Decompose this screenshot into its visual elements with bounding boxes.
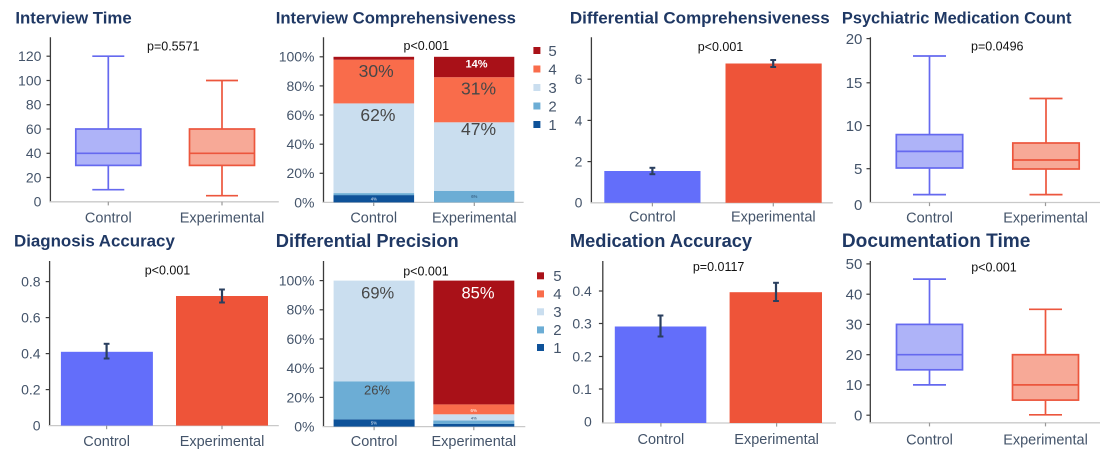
svg-text:Control: Control bbox=[629, 210, 676, 226]
svg-text:1: 1 bbox=[548, 117, 556, 134]
svg-text:20%: 20% bbox=[286, 389, 314, 405]
svg-text:100%: 100% bbox=[279, 49, 315, 65]
svg-text:60%: 60% bbox=[286, 107, 314, 123]
svg-text:1: 1 bbox=[553, 340, 561, 357]
svg-text:5: 5 bbox=[553, 268, 561, 285]
svg-text:Differential Comprehensiveness: Differential Comprehensiveness bbox=[570, 9, 830, 28]
svg-text:2: 2 bbox=[548, 98, 556, 115]
svg-text:47%: 47% bbox=[461, 119, 496, 139]
svg-text:p<0.001: p<0.001 bbox=[971, 261, 1017, 275]
svg-text:p<0.001: p<0.001 bbox=[145, 264, 191, 278]
svg-text:p<0.001: p<0.001 bbox=[403, 265, 449, 279]
svg-text:4%: 4% bbox=[471, 415, 477, 420]
svg-text:Experimental: Experimental bbox=[431, 434, 516, 450]
svg-text:10: 10 bbox=[846, 377, 863, 394]
svg-text:5%: 5% bbox=[371, 421, 377, 426]
svg-text:15: 15 bbox=[846, 75, 863, 92]
svg-text:31%: 31% bbox=[461, 79, 496, 99]
svg-text:Experimental: Experimental bbox=[1003, 210, 1088, 226]
svg-text:Control: Control bbox=[906, 433, 953, 449]
svg-text:5: 5 bbox=[854, 161, 862, 178]
svg-text:14%: 14% bbox=[465, 58, 487, 70]
svg-text:Diagnosis Accuracy: Diagnosis Accuracy bbox=[14, 232, 175, 251]
svg-text:20%: 20% bbox=[286, 165, 314, 181]
svg-text:0%: 0% bbox=[294, 194, 314, 210]
svg-text:0.1: 0.1 bbox=[572, 381, 592, 397]
svg-text:50: 50 bbox=[846, 256, 863, 273]
svg-text:Control: Control bbox=[638, 432, 685, 448]
svg-text:3: 3 bbox=[553, 304, 561, 321]
svg-text:0.6: 0.6 bbox=[21, 310, 41, 326]
svg-text:5: 5 bbox=[548, 43, 556, 60]
svg-text:Medication Accuracy: Medication Accuracy bbox=[570, 230, 753, 251]
svg-text:0.4: 0.4 bbox=[21, 346, 41, 362]
svg-text:Psychiatric Medication Count: Psychiatric Medication Count bbox=[842, 10, 1072, 28]
svg-text:40: 40 bbox=[26, 145, 42, 161]
svg-text:p=0.0496: p=0.0496 bbox=[971, 40, 1024, 54]
svg-text:Differential Precision: Differential Precision bbox=[276, 230, 459, 251]
svg-text:Documentation Time: Documentation Time bbox=[842, 231, 1031, 252]
svg-text:4: 4 bbox=[553, 286, 561, 303]
svg-text:30: 30 bbox=[846, 317, 863, 334]
svg-text:80: 80 bbox=[26, 97, 42, 113]
svg-text:Control: Control bbox=[351, 434, 398, 450]
svg-text:4: 4 bbox=[575, 112, 583, 128]
svg-text:60: 60 bbox=[26, 121, 42, 137]
svg-text:Control: Control bbox=[83, 434, 130, 450]
svg-text:20: 20 bbox=[846, 347, 863, 364]
svg-text:40: 40 bbox=[846, 286, 863, 303]
svg-text:4: 4 bbox=[548, 61, 556, 78]
svg-text:26%: 26% bbox=[364, 383, 390, 398]
svg-text:120: 120 bbox=[18, 48, 42, 64]
svg-text:Control: Control bbox=[350, 210, 397, 226]
svg-text:6%: 6% bbox=[471, 408, 478, 413]
svg-text:Experimental: Experimental bbox=[734, 432, 819, 448]
svg-text:10: 10 bbox=[846, 118, 863, 135]
svg-text:Experimental: Experimental bbox=[180, 210, 265, 226]
svg-text:0.2: 0.2 bbox=[572, 348, 592, 364]
svg-text:0: 0 bbox=[854, 197, 862, 214]
svg-text:0: 0 bbox=[584, 414, 592, 430]
svg-text:0: 0 bbox=[854, 407, 862, 424]
svg-text:Experimental: Experimental bbox=[432, 210, 517, 226]
svg-text:Experimental: Experimental bbox=[180, 434, 265, 450]
svg-text:30%: 30% bbox=[359, 61, 394, 81]
svg-text:20: 20 bbox=[26, 169, 42, 185]
svg-text:0.8: 0.8 bbox=[21, 274, 41, 290]
svg-text:Interview Time: Interview Time bbox=[15, 9, 131, 28]
svg-text:80%: 80% bbox=[286, 78, 314, 94]
svg-text:Interview Comprehensiveness: Interview Comprehensiveness bbox=[276, 9, 516, 28]
svg-text:p=0.0117: p=0.0117 bbox=[693, 260, 745, 274]
svg-text:Experimental: Experimental bbox=[731, 210, 816, 226]
svg-text:0: 0 bbox=[33, 418, 41, 434]
svg-text:0.3: 0.3 bbox=[572, 315, 592, 331]
svg-text:69%: 69% bbox=[361, 285, 394, 303]
svg-text:80%: 80% bbox=[286, 302, 314, 318]
svg-text:4%: 4% bbox=[371, 197, 377, 202]
svg-text:40%: 40% bbox=[286, 136, 314, 152]
svg-text:p<0.001: p<0.001 bbox=[698, 40, 744, 54]
svg-text:0.2: 0.2 bbox=[21, 382, 41, 398]
svg-text:40%: 40% bbox=[286, 360, 314, 376]
svg-text:60%: 60% bbox=[286, 331, 314, 347]
svg-text:p<0.001: p<0.001 bbox=[404, 39, 450, 53]
svg-text:Control: Control bbox=[85, 210, 132, 226]
svg-text:Experimental: Experimental bbox=[1003, 433, 1088, 449]
svg-text:85%: 85% bbox=[461, 285, 494, 303]
svg-text:6%: 6% bbox=[471, 194, 477, 199]
svg-text:3: 3 bbox=[548, 80, 556, 97]
svg-text:20: 20 bbox=[846, 31, 863, 48]
svg-text:62%: 62% bbox=[360, 105, 395, 125]
svg-text:6: 6 bbox=[575, 71, 583, 87]
svg-text:0: 0 bbox=[575, 195, 583, 211]
svg-text:2: 2 bbox=[553, 322, 561, 339]
svg-text:0%: 0% bbox=[294, 419, 314, 435]
svg-text:0: 0 bbox=[34, 194, 42, 210]
svg-text:p=0.5571: p=0.5571 bbox=[147, 40, 200, 54]
svg-text:Control: Control bbox=[906, 210, 953, 226]
svg-text:2: 2 bbox=[575, 154, 583, 170]
svg-text:100%: 100% bbox=[279, 273, 315, 289]
svg-text:100: 100 bbox=[18, 72, 42, 88]
svg-text:0.4: 0.4 bbox=[572, 283, 592, 299]
